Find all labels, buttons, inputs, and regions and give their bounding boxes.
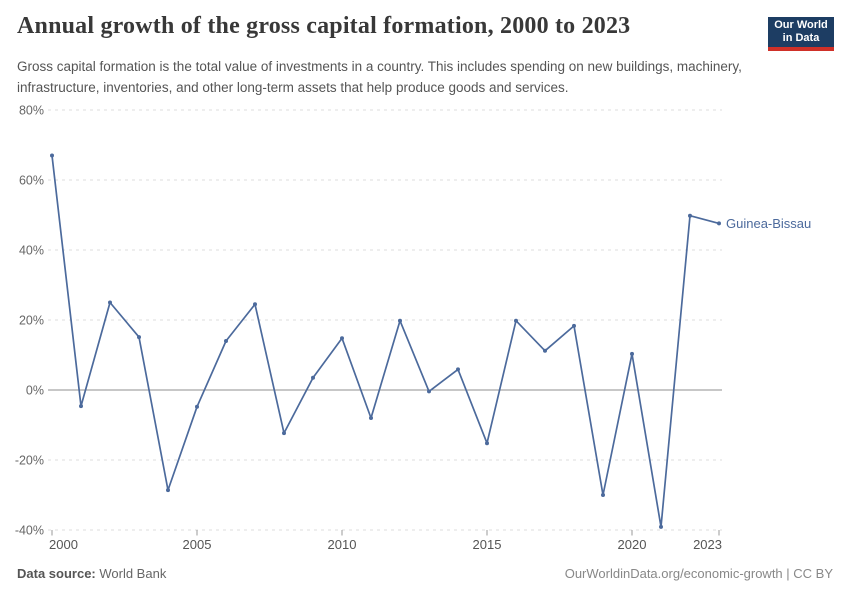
data-point-2013[interactable] xyxy=(427,389,431,394)
x-axis-label-2010: 2010 xyxy=(328,537,357,552)
data-point-2012[interactable] xyxy=(398,318,402,323)
data-point-2016[interactable] xyxy=(514,318,518,323)
data-source-label: Data source: xyxy=(17,566,96,581)
owid-logo-line1: Our World xyxy=(774,19,828,31)
chart-subtitle: Gross capital formation is the total val… xyxy=(17,59,742,95)
series-label-guinea-bissau[interactable]: Guinea-Bissau xyxy=(726,216,811,231)
x-axis-label-2015: 2015 xyxy=(473,537,502,552)
data-point-2011[interactable] xyxy=(369,416,373,420)
data-point-2007[interactable] xyxy=(253,302,257,307)
data-point-2019[interactable] xyxy=(601,493,605,497)
data-point-2001[interactable] xyxy=(79,404,83,409)
data-point-2014[interactable] xyxy=(456,367,460,372)
data-point-2003[interactable] xyxy=(137,335,141,340)
data-source: Data source: World Bank xyxy=(17,566,166,581)
data-point-2022[interactable] xyxy=(688,213,692,218)
data-point-2018[interactable] xyxy=(572,323,576,328)
y-axis-label-40: 40% xyxy=(19,244,44,258)
data-point-2005[interactable] xyxy=(195,404,199,409)
y-axis-label--40: -40% xyxy=(15,524,44,538)
y-axis-label-60: 60% xyxy=(19,174,44,188)
data-point-2021[interactable] xyxy=(659,524,663,529)
owid-logo[interactable]: Our World in Data xyxy=(768,17,834,51)
data-point-2020[interactable] xyxy=(630,351,634,356)
owid-logo-line2: in Data xyxy=(782,32,820,44)
data-point-2023[interactable] xyxy=(717,221,721,226)
data-point-2000[interactable] xyxy=(50,153,54,158)
data-point-2017[interactable] xyxy=(543,348,547,353)
data-point-2006[interactable] xyxy=(224,339,228,343)
data-point-2015[interactable] xyxy=(485,441,489,446)
y-axis-label-20: 20% xyxy=(19,314,44,328)
x-axis-label-2005: 2005 xyxy=(183,537,212,552)
x-axis-label-2023: 2023 xyxy=(693,537,722,552)
data-point-2008[interactable] xyxy=(282,431,286,436)
data-point-2009[interactable] xyxy=(311,375,315,380)
y-axis-label-0: 0% xyxy=(26,384,44,398)
line-series-guinea-bissau[interactable] xyxy=(51,154,720,528)
page-title: Annual growth of the gross capital forma… xyxy=(17,13,631,39)
x-axis-label-2020: 2020 xyxy=(618,537,647,552)
data-source-value: World Bank xyxy=(95,566,167,581)
y-axis-label--20: -20% xyxy=(15,454,44,468)
credit-link[interactable]: OurWorldinData.org/economic-growth | CC … xyxy=(564,566,833,581)
data-point-2002[interactable] xyxy=(108,300,112,305)
y-axis-label-80: 80% xyxy=(19,104,44,118)
data-point-2010[interactable] xyxy=(340,336,344,341)
data-point-2004[interactable] xyxy=(166,488,170,493)
x-axis-label-2000: 2000 xyxy=(49,537,78,552)
